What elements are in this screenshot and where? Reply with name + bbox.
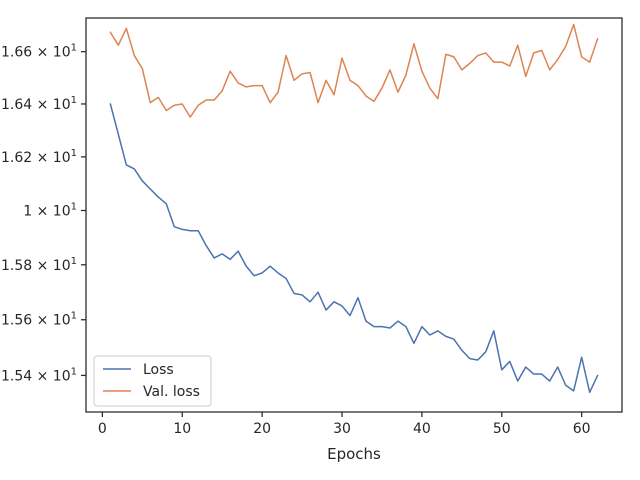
x-tick-label: 20: [253, 421, 271, 437]
y-tick-label: 1.56 × 101: [1, 311, 77, 329]
y-tick-label: 1.54 × 101: [1, 366, 77, 384]
x-tick-label: 60: [573, 421, 591, 437]
series-layer: [109, 23, 599, 394]
y-axis-ticks: 1.54 × 101 1.56 × 101 1.58 × 101 1 × 101 1.6…: [1, 43, 86, 384]
y-tick-label: 1.58 × 101: [1, 256, 77, 274]
y-tick-label: 1.64 × 101: [1, 95, 77, 113]
x-axis-label: Epochs: [327, 445, 381, 463]
x-axis-ticks: 0 10 20 30 40 50 60: [98, 412, 591, 437]
y-tick-label: 1.66 × 101: [1, 43, 77, 61]
x-tick-label: 30: [333, 421, 351, 437]
series-line-val-loss: [109, 23, 599, 118]
x-tick-label: 40: [413, 421, 431, 437]
plot-area: [86, 18, 622, 412]
legend: Loss Val. loss: [93, 355, 212, 407]
y-tick-label: 1.62 × 101: [1, 148, 77, 166]
x-tick-label: 10: [173, 421, 191, 437]
plot-frame: [85, 17, 623, 413]
legend-label-val-loss: Val. loss: [143, 384, 200, 400]
series-line-loss: [109, 103, 599, 394]
legend-label-loss: Loss: [143, 362, 174, 378]
x-tick-label: 0: [98, 421, 107, 437]
y-tick-label: 1 × 101: [23, 202, 77, 220]
x-tick-label: 50: [493, 421, 511, 437]
